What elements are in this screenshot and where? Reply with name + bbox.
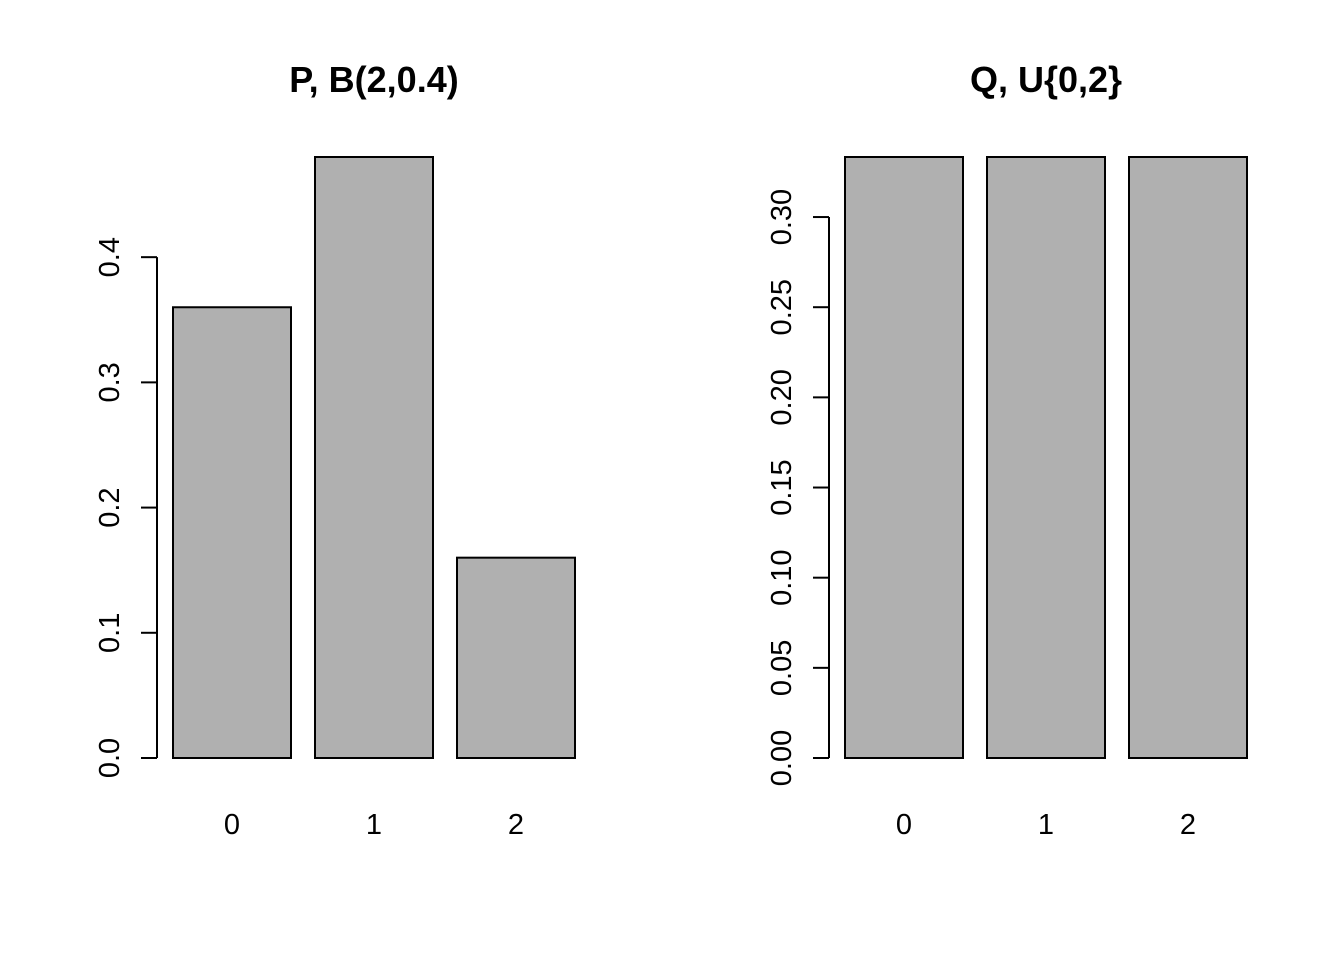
bar-q-0 (844, 156, 964, 759)
y-tick-label-q-3: 0.15 (766, 459, 798, 515)
y-tick-label-p-3: 0.3 (94, 362, 126, 402)
chart-panel-p: P, B(2,0.4) 0.0 0.1 0.2 0.3 0.4 0 1 2 (94, 59, 576, 841)
y-tick-label-p-4: 0.4 (94, 237, 126, 277)
bar-q-2 (1128, 156, 1248, 759)
chart-title-q: Q, U{0,2} (970, 59, 1122, 100)
y-tick-label-p-2: 0.2 (94, 487, 126, 527)
y-axis-p: 0.0 0.1 0.2 0.3 0.4 (94, 237, 158, 778)
bars-q (844, 156, 1248, 759)
x-tick-label-q-1: 1 (1038, 809, 1054, 841)
y-tick-label-p-1: 0.1 (94, 613, 126, 653)
bar-p-1 (314, 156, 434, 759)
x-tick-labels-q: 0 1 2 (896, 809, 1196, 841)
x-tick-label-p-2: 2 (508, 809, 524, 841)
bar-p-0 (172, 306, 292, 759)
y-tick-label-q-1: 0.05 (766, 640, 798, 696)
y-tick-label-p-0: 0.0 (94, 738, 126, 778)
bars-p (172, 156, 576, 760)
y-tick-label-q-4: 0.20 (766, 369, 798, 425)
x-tick-label-p-0: 0 (224, 809, 240, 841)
y-axis-q: 0.00 0.05 0.10 0.15 0.20 0.25 0.30 (766, 189, 830, 786)
bar-p-2 (456, 556, 576, 760)
x-tick-label-p-1: 1 (366, 809, 382, 841)
x-tick-label-q-2: 2 (1180, 809, 1196, 841)
bar-q-1 (986, 156, 1106, 759)
y-tick-label-q-2: 0.10 (766, 549, 798, 605)
y-tick-label-q-5: 0.25 (766, 279, 798, 335)
y-tick-label-q-0: 0.00 (766, 730, 798, 786)
y-tick-label-q-6: 0.30 (766, 189, 798, 245)
chart-panel-q: Q, U{0,2} 0.00 0.05 0.10 0.15 0.20 0.25 0.30 0… (766, 59, 1248, 841)
x-tick-labels-p: 0 1 2 (224, 809, 524, 841)
chart-title-p: P, B(2,0.4) (289, 59, 458, 100)
x-tick-label-q-0: 0 (896, 809, 912, 841)
